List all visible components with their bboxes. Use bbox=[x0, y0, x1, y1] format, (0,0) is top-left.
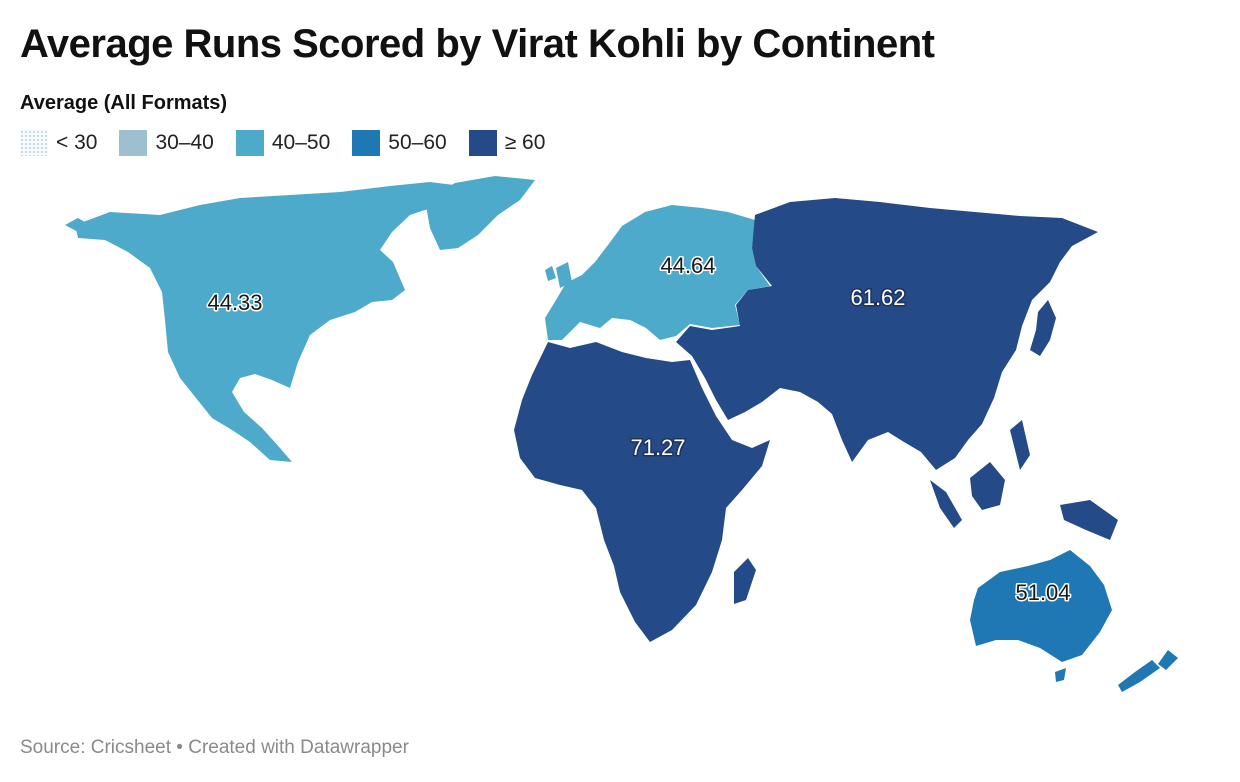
legend-label-30-40: 30–40 bbox=[155, 131, 214, 154]
region-oceania[interactable] bbox=[970, 550, 1178, 692]
legend-label-50-60: 50–60 bbox=[388, 131, 447, 154]
legend-label-60-plus: ≥ 60 bbox=[504, 131, 546, 154]
source-note: Source: Cricsheet • Created with Datawra… bbox=[20, 737, 409, 758]
map-title: Average Runs Scored by Virat Kohli by Co… bbox=[20, 22, 935, 66]
legend-item-30-40: 30–40 bbox=[119, 130, 214, 156]
value-label-africa: 71.27 bbox=[630, 435, 685, 460]
legend: < 30 30–40 40–50 50–60 ≥ 60 bbox=[20, 130, 567, 156]
legend-swatch-50-60 bbox=[352, 130, 381, 156]
legend-swatch-under-30 bbox=[20, 130, 48, 156]
legend-swatch-40-50 bbox=[235, 130, 264, 156]
legend-item-under-30: < 30 bbox=[20, 130, 97, 156]
world-map: 44.33 44.64 61.62 71.27 51.04 bbox=[0, 165, 1240, 710]
region-europe[interactable] bbox=[545, 205, 770, 340]
legend-item-40-50: 40–50 bbox=[235, 130, 331, 156]
legend-item-50-60: 50–60 bbox=[352, 130, 447, 156]
legend-title: Average (All Formats) bbox=[20, 92, 228, 114]
world-map-svg: 44.33 44.64 61.62 71.27 51.04 bbox=[65, 176, 1178, 692]
region-asia[interactable] bbox=[676, 198, 1118, 540]
legend-item-60-plus: ≥ 60 bbox=[468, 130, 546, 156]
region-north-america[interactable] bbox=[65, 176, 535, 462]
legend-swatch-60-plus bbox=[468, 130, 497, 156]
value-label-oceania: 51.04 bbox=[1015, 580, 1070, 605]
legend-swatch-30-40 bbox=[119, 130, 148, 156]
value-label-asia: 61.62 bbox=[850, 285, 905, 310]
legend-label-under-30: < 30 bbox=[56, 131, 98, 154]
value-label-north-america: 44.33 bbox=[207, 290, 262, 315]
legend-label-40-50: 40–50 bbox=[271, 131, 331, 154]
region-africa[interactable] bbox=[514, 342, 770, 642]
value-label-europe: 44.64 bbox=[660, 253, 715, 278]
value-labels: 44.33 44.64 61.62 71.27 51.04 bbox=[206, 252, 1072, 607]
